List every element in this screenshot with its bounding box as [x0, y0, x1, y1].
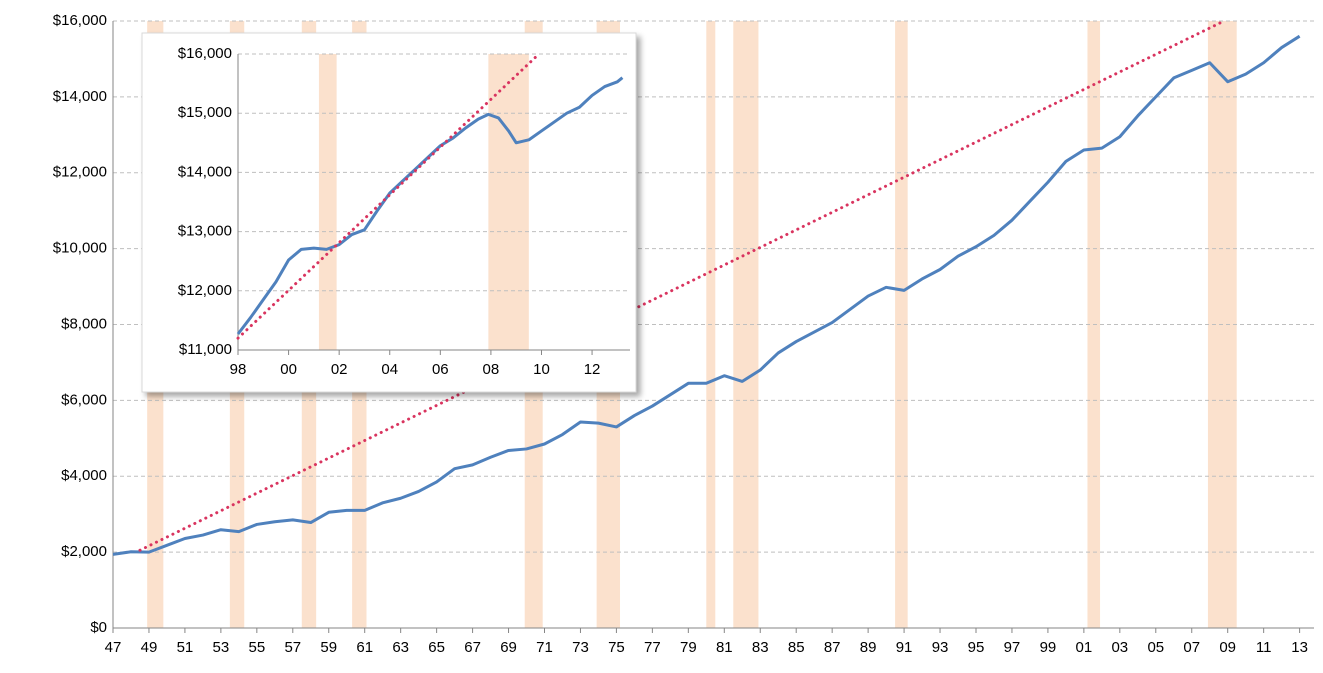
y-tick-label: $13,000	[178, 223, 232, 240]
x-tick-label: 03	[1111, 639, 1128, 656]
x-tick-label: 89	[860, 639, 877, 656]
x-tick-label: 53	[213, 639, 230, 656]
y-tick-label: $4,000	[61, 467, 107, 484]
x-tick-label: 79	[680, 639, 697, 656]
x-tick-label: 06	[432, 361, 449, 378]
x-tick-label: 81	[716, 639, 733, 656]
y-tick-label: $12,000	[178, 282, 232, 299]
x-tick-label: 69	[500, 639, 517, 656]
x-tick-label: 01	[1076, 639, 1093, 656]
x-tick-label: 10	[533, 361, 550, 378]
x-tick-label: 87	[824, 639, 841, 656]
x-tick-label: 11	[1256, 639, 1272, 656]
x-tick-label: 59	[320, 639, 337, 656]
x-tick-label: 07	[1183, 639, 1200, 656]
x-tick-label: 75	[608, 639, 625, 656]
x-tick-label: 98	[230, 361, 247, 378]
inset-chart: $11,000 $12,000 $13,000 $14,000 $15,000 $16,0…	[178, 45, 630, 378]
y-tick-label: $8,000	[61, 315, 107, 332]
x-tick-label: 13	[1291, 639, 1308, 656]
y-tick-label: $12,000	[53, 164, 107, 181]
recession-band	[318, 54, 337, 350]
x-tick-label: 61	[356, 639, 373, 656]
x-tick-label: 12	[584, 361, 601, 378]
x-tick-label: 63	[392, 639, 409, 656]
x-tick-label: 08	[483, 361, 500, 378]
x-tick-label: 09	[1219, 639, 1236, 656]
y-tick-label: $2,000	[61, 543, 107, 560]
y-tick-label: $14,000	[53, 88, 107, 105]
x-tick-label: 77	[644, 639, 661, 656]
x-tick-label: 49	[141, 639, 158, 656]
x-tick-label: 57	[284, 639, 301, 656]
x-tick-label: 97	[1004, 639, 1021, 656]
data-line	[112, 34, 1301, 556]
data-line	[236, 76, 624, 335]
trend-line	[138, 19, 1226, 552]
x-tick-label: 67	[464, 639, 481, 656]
x-tick-label: 99	[1040, 639, 1057, 656]
x-tick-label: 51	[177, 639, 194, 656]
y-tick-label: $15,000	[178, 104, 232, 121]
y-tick-label: $11,000	[179, 341, 232, 358]
x-tick-label: 55	[248, 639, 265, 656]
y-tick-label: $14,000	[178, 163, 232, 180]
recession-band	[488, 54, 529, 350]
x-tick-label: 83	[752, 639, 769, 656]
y-tick-label: $16,000	[178, 45, 232, 62]
x-tick-label: 04	[381, 361, 398, 378]
inset-frame	[141, 32, 637, 393]
x-tick-label: 00	[280, 361, 297, 378]
y-tick-label: $0	[90, 619, 107, 636]
y-tick-label: $6,000	[61, 391, 107, 408]
x-tick-label: 85	[788, 639, 805, 656]
y-tick-label: $16,000	[53, 12, 107, 29]
y-tick-label: $10,000	[53, 240, 107, 257]
x-tick-label: 02	[331, 361, 348, 378]
x-tick-label: 05	[1147, 639, 1164, 656]
x-tick-label: 95	[968, 639, 985, 656]
x-tick-label: 91	[896, 639, 913, 656]
trend-line	[236, 52, 541, 340]
x-tick-label: 65	[428, 639, 445, 656]
x-tick-label: 71	[536, 639, 553, 656]
x-tick-label: 93	[932, 639, 949, 656]
x-tick-label: 73	[572, 639, 589, 656]
x-tick-label: 47	[105, 639, 122, 656]
